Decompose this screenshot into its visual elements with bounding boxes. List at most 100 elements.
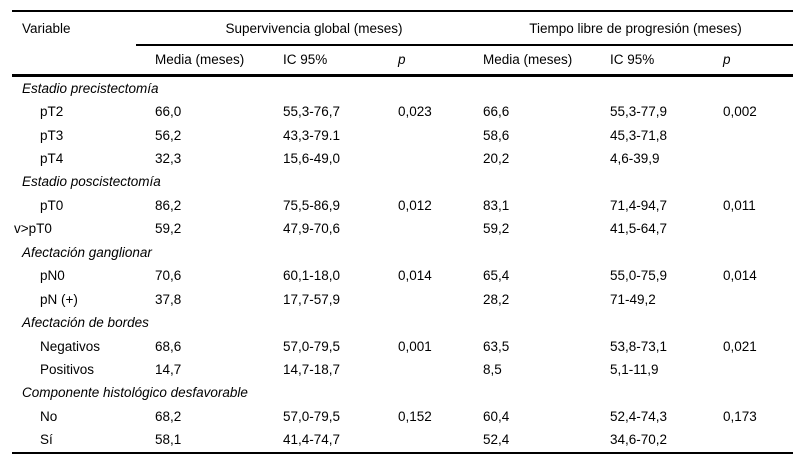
row-label: pT2 bbox=[40, 104, 64, 120]
value-cell: 0,002 bbox=[723, 104, 757, 120]
row-label: Estadio poscistectomía bbox=[22, 174, 161, 190]
row-label: pT3 bbox=[40, 127, 64, 143]
table-row: pT0 86,2 75,5-86,9 0,012 83,1 71,4-94,7 0,011 bbox=[12, 194, 793, 217]
row-label: pT4 bbox=[40, 151, 64, 167]
value-cell: 52,4 bbox=[483, 432, 510, 448]
value-cell: 41,5-64,7 bbox=[610, 221, 668, 237]
value-cell: 5,1-11,9 bbox=[610, 361, 659, 377]
value-cell: 32,3 bbox=[155, 151, 182, 167]
value-cell: 34,6-70,2 bbox=[610, 432, 668, 448]
top-rule bbox=[12, 10, 793, 12]
value-cell: 0,152 bbox=[398, 408, 432, 424]
value-cell: 59,2 bbox=[155, 221, 182, 237]
value-cell: 60,1-18,0 bbox=[283, 268, 341, 284]
value-cell: 14,7 bbox=[155, 361, 182, 377]
value-cell: 14,7-18,7 bbox=[283, 361, 341, 377]
value-cell: 55,3-76,7 bbox=[283, 104, 341, 120]
value-cell: 75,5-86,9 bbox=[283, 197, 341, 213]
value-cell: 53,8-73,1 bbox=[610, 338, 668, 354]
section-row: Estadio poscistectomía bbox=[12, 170, 793, 193]
value-cell: 55,3-77,9 bbox=[610, 104, 668, 120]
table-row: pT4 32,3 15,6-49,0 20,2 4,6-39,9 bbox=[12, 147, 793, 170]
subheader-media-os: Media (meses) bbox=[155, 52, 245, 68]
row-label: Estadio precistectomía bbox=[22, 80, 159, 96]
value-cell: 0,173 bbox=[723, 408, 757, 424]
group-header-supervivencia-global: Supervivencia global (meses) bbox=[225, 20, 403, 36]
header-body-rule bbox=[12, 74, 793, 77]
section-row: Componente histológico desfavorable bbox=[12, 381, 793, 404]
subheader-p-pfs: p bbox=[723, 52, 731, 68]
row-label: No bbox=[40, 408, 58, 424]
value-cell: 37,8 bbox=[155, 291, 182, 307]
value-cell: 15,6-49,0 bbox=[283, 151, 341, 167]
table-row: v>pT0 59,2 47,9-70,6 59,2 41,5-64,7 bbox=[12, 217, 793, 240]
value-cell: 55,0-75,9 bbox=[610, 268, 668, 284]
value-cell: 0,001 bbox=[398, 338, 432, 354]
subheader-ic95-pfs: IC 95% bbox=[610, 52, 655, 68]
row-label: v>pT0 bbox=[14, 221, 52, 237]
row-label: Negativos bbox=[40, 338, 101, 354]
row-label: Positivos bbox=[40, 361, 95, 377]
table-row: No 68,2 57,0-79,5 0,152 60,4 52,4-74,3 0,173 bbox=[12, 405, 793, 428]
value-cell: 63,5 bbox=[483, 338, 510, 354]
value-cell: 0,021 bbox=[723, 338, 757, 354]
value-cell: 0,014 bbox=[398, 268, 432, 284]
value-cell: 57,0-79,5 bbox=[283, 408, 341, 424]
row-label: Componente histológico desfavorable bbox=[22, 385, 248, 401]
value-cell: 43,3-79.1 bbox=[283, 127, 341, 143]
value-cell: 58,6 bbox=[483, 127, 510, 143]
row-label: Sí bbox=[40, 432, 53, 448]
table-row: pN0 70,6 60,1-18,0 0,014 65,4 55,0-75,9 0,014 bbox=[12, 264, 793, 287]
value-cell: 28,2 bbox=[483, 291, 510, 307]
value-cell: 70,6 bbox=[155, 268, 182, 284]
value-cell: 66,0 bbox=[155, 104, 182, 120]
value-cell: 59,2 bbox=[483, 221, 510, 237]
row-label: Afectación de bordes bbox=[22, 315, 149, 331]
value-cell: 86,2 bbox=[155, 197, 182, 213]
value-cell: 0,014 bbox=[723, 268, 757, 284]
group-header-rule bbox=[136, 44, 793, 46]
row-label: pT0 bbox=[40, 197, 64, 213]
value-cell: 47,9-70,6 bbox=[283, 221, 341, 237]
table-body: Estadio precistectomía pT2 66,0 55,3-76,7 0,… bbox=[12, 77, 793, 452]
column-header-variable: Variable bbox=[22, 20, 71, 36]
subheader-p-os: p bbox=[398, 52, 406, 68]
value-cell: 41,4-74,7 bbox=[283, 432, 341, 448]
table-row: pN (+) 37,8 17,7-57,9 28,2 71-49,2 bbox=[12, 287, 793, 310]
value-cell: 45,3-71,8 bbox=[610, 127, 668, 143]
value-cell: 56,2 bbox=[155, 127, 182, 143]
table-row: pT3 56,2 43,3-79.1 58,6 45,3-71,8 bbox=[12, 123, 793, 146]
row-label: pN0 bbox=[40, 268, 65, 284]
section-row: Afectación ganglionar bbox=[12, 241, 793, 264]
subheader-media-pfs: Media (meses) bbox=[483, 52, 573, 68]
results-table: Variable Supervivencia global (meses) Ti… bbox=[12, 10, 793, 454]
table-row: Sí 58,1 41,4-74,7 52,4 34,6-70,2 bbox=[12, 428, 793, 451]
subheader-row: Media (meses) IC 95% p Media (meses) IC … bbox=[12, 46, 793, 75]
value-cell: 60,4 bbox=[483, 408, 510, 424]
value-cell: 52,4-74,3 bbox=[610, 408, 668, 424]
value-cell: 8,5 bbox=[483, 361, 502, 377]
value-cell: 68,6 bbox=[155, 338, 182, 354]
subheader-ic95-os: IC 95% bbox=[283, 52, 328, 68]
value-cell: 68,2 bbox=[155, 408, 182, 424]
value-cell: 66,6 bbox=[483, 104, 510, 120]
table-row: Positivos 14,7 14,7-18,7 8,5 5,1-11,9 bbox=[12, 358, 793, 381]
group-header-tiempo-libre-progresion: Tiempo libre de progresión (meses) bbox=[529, 20, 742, 36]
value-cell: 57,0-79,5 bbox=[283, 338, 341, 354]
bottom-rule bbox=[12, 451, 793, 454]
group-header-row: Variable Supervivencia global (meses) Ti… bbox=[12, 12, 793, 44]
value-cell: 17,7-57,9 bbox=[283, 291, 341, 307]
section-row: Afectación de bordes bbox=[12, 311, 793, 334]
value-cell: 0,012 bbox=[398, 197, 432, 213]
row-label: Afectación ganglionar bbox=[22, 244, 152, 260]
row-label: pN (+) bbox=[40, 291, 78, 307]
value-cell: 4,6-39,9 bbox=[610, 151, 660, 167]
value-cell: 0,023 bbox=[398, 104, 432, 120]
value-cell: 83,1 bbox=[483, 197, 510, 213]
section-row: Estadio precistectomía bbox=[12, 77, 793, 100]
value-cell: 71,4-94,7 bbox=[610, 197, 668, 213]
table-row: pT2 66,0 55,3-76,7 0,023 66,6 55,3-77,9 0,002 bbox=[12, 100, 793, 123]
value-cell: 20,2 bbox=[483, 151, 510, 167]
value-cell: 58,1 bbox=[155, 432, 182, 448]
